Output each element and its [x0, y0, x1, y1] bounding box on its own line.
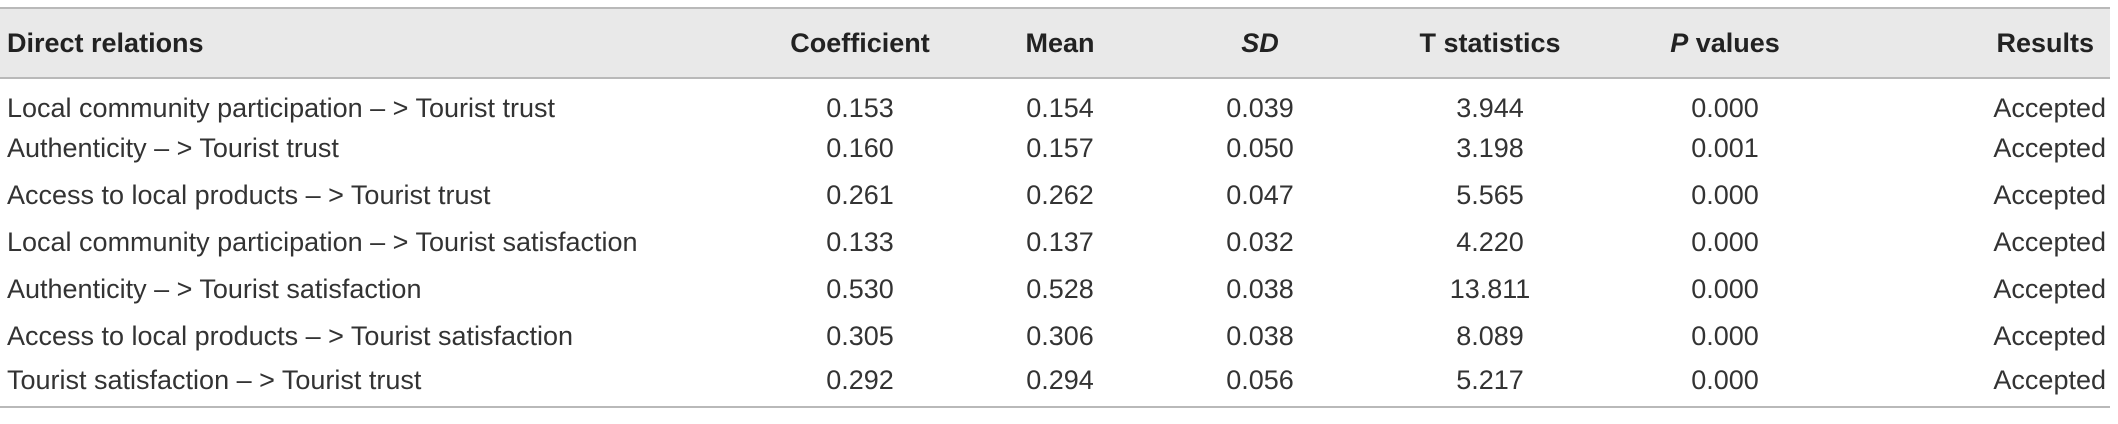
header-sd-label: SD	[1241, 27, 1279, 58]
header-mean: Mean	[960, 7, 1160, 79]
table-row: Local community participation – > Touris…	[0, 219, 2110, 266]
cell-mean: 0.157	[1026, 133, 1094, 163]
cell-p-value: 0.000	[1691, 321, 1759, 351]
direct-relations-table: Direct relations Coefficient Mean SD T s…	[0, 7, 2110, 408]
cell-coefficient: 0.153	[826, 92, 894, 123]
cell-coefficient: 0.261	[826, 180, 894, 210]
cell-coefficient: 0.292	[760, 360, 960, 408]
cell-t-statistic: 3.198	[1456, 133, 1524, 163]
cell-sd: 0.038	[1226, 321, 1294, 351]
cell-relation: Local community participation – > Touris…	[7, 227, 638, 257]
table-row: Access to local products – > Tourist tru…	[0, 172, 2110, 219]
cell-mean: 0.154	[1026, 92, 1094, 123]
cell-t-statistic: 5.217	[1360, 360, 1620, 408]
cell-coefficient: 0.133	[826, 227, 894, 257]
header-p-italic: P	[1670, 27, 1689, 58]
cell-result: Accepted	[1993, 321, 2106, 351]
header-t-statistics: T statistics	[1360, 7, 1620, 79]
cell-result: Accepted	[1993, 92, 2106, 123]
cell-result: Accepted	[1993, 274, 2106, 304]
table-row: Access to local products – > Tourist sat…	[0, 313, 2110, 360]
cell-mean: 0.306	[1026, 321, 1094, 351]
cell-t-statistic: 5.565	[1456, 180, 1524, 210]
cell-relation: Authenticity – > Tourist trust	[7, 133, 339, 163]
header-p-suffix: values	[1688, 27, 1780, 58]
cell-p-value: 0.000	[1691, 274, 1759, 304]
header-row: Direct relations Coefficient Mean SD T s…	[0, 7, 2110, 79]
cell-sd: 0.038	[1226, 274, 1294, 304]
cell-coefficient: 0.160	[826, 133, 894, 163]
cell-coefficient: 0.530	[826, 274, 894, 304]
cell-relation: Local community participation – > Touris…	[7, 92, 556, 123]
cell-p-value: 0.001	[1691, 133, 1759, 163]
table-row: Tourist satisfaction – > Tourist trust 0…	[0, 360, 2110, 408]
table-row: Authenticity – > Tourist trust 0.160 0.1…	[0, 125, 2110, 172]
header-direct-relations: Direct relations	[0, 7, 760, 79]
cell-p-value: 0.000	[1691, 92, 1759, 123]
table-header: Direct relations Coefficient Mean SD T s…	[0, 7, 2110, 79]
cell-result: Accepted	[1830, 360, 2110, 408]
cell-sd: 0.039	[1226, 92, 1294, 123]
cell-relation: Access to local products – > Tourist tru…	[7, 180, 491, 210]
cell-t-statistic: 13.811	[1449, 274, 1531, 304]
cell-t-statistic: 4.220	[1456, 227, 1524, 257]
cell-p-value: 0.000	[1620, 360, 1830, 408]
header-coefficient: Coefficient	[760, 7, 960, 79]
table-body: Local community participation – > Touris…	[0, 78, 2110, 408]
cell-p-value: 0.000	[1691, 227, 1759, 257]
table-row: Authenticity – > Tourist satisfaction 0.…	[0, 266, 2110, 313]
cell-t-statistic: 3.944	[1456, 92, 1524, 123]
cell-sd: 0.032	[1226, 227, 1294, 257]
cell-sd: 0.050	[1226, 133, 1294, 163]
table-row: Local community participation – > Touris…	[0, 78, 2110, 125]
cell-relation: Access to local products – > Tourist sat…	[7, 321, 574, 351]
cell-t-statistic: 8.089	[1456, 321, 1524, 351]
header-sd: SD	[1160, 7, 1360, 79]
header-results: Results	[1830, 7, 2110, 79]
cell-mean: 0.528	[1026, 274, 1094, 304]
cell-relation: Authenticity – > Tourist satisfaction	[7, 274, 422, 304]
cell-mean: 0.262	[1026, 180, 1094, 210]
cell-result: Accepted	[1993, 133, 2106, 163]
cell-sd: 0.056	[1160, 360, 1360, 408]
cell-relation: Tourist satisfaction – > Tourist trust	[0, 360, 760, 408]
header-p-values: P values	[1620, 7, 1830, 79]
cell-result: Accepted	[1993, 227, 2106, 257]
cell-coefficient: 0.305	[826, 321, 894, 351]
cell-p-value: 0.000	[1691, 180, 1759, 210]
cell-mean: 0.294	[960, 360, 1160, 408]
cell-sd: 0.047	[1226, 180, 1294, 210]
results-table-container: Direct relations Coefficient Mean SD T s…	[0, 7, 2118, 424]
cell-result: Accepted	[1993, 180, 2106, 210]
cell-mean: 0.137	[1026, 227, 1094, 257]
